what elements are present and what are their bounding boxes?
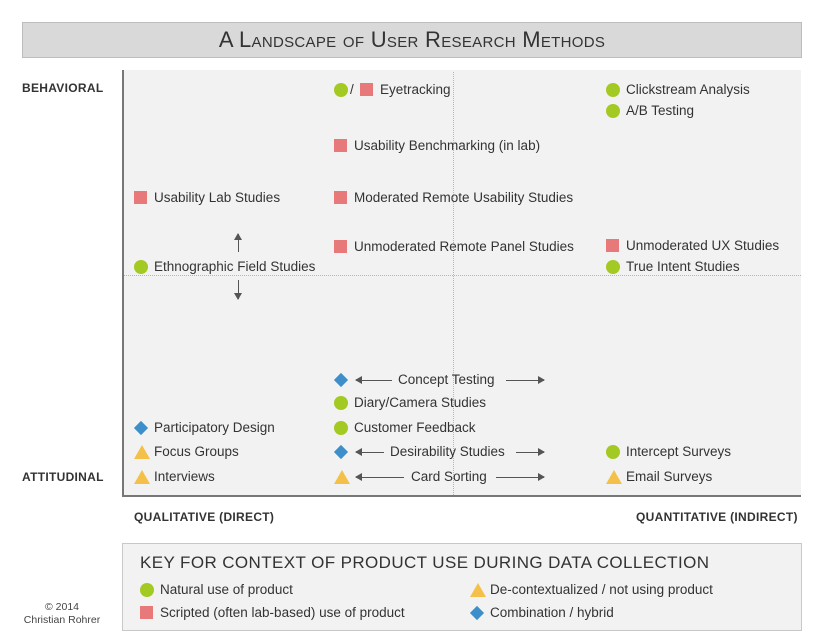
combination-icon (133, 420, 149, 440)
down-arrow-icon (234, 280, 242, 300)
decontextualized-icon (606, 470, 622, 489)
method-label: Clickstream Analysis (626, 82, 750, 97)
decontextualized-icon (134, 470, 150, 489)
scripted-use-icon (134, 191, 147, 209)
legend-title: KEY FOR CONTEXT OF PRODUCT USE DURING DA… (140, 553, 710, 572)
method-label: Unmoderated Remote Panel Studies (354, 239, 574, 254)
natural-use-icon (334, 421, 348, 440)
method-label: Unmoderated UX Studies (626, 238, 780, 253)
legend-label: Scripted (often lab-based) use of produc… (160, 605, 405, 620)
legend-label: Combination / hybrid (490, 605, 614, 620)
natural-use-icon (134, 260, 148, 279)
combination-icon (469, 605, 485, 625)
method-label: Moderated Remote Usability Studies (354, 190, 574, 205)
legend-label: De-contextualized / not using product (490, 582, 713, 597)
method-label: Card Sorting (411, 469, 487, 484)
diagram-title: A Landscape of User Research Methods (22, 22, 802, 58)
natural-use-icon (334, 83, 348, 102)
x-axis-left-label: QUALITATIVE (DIRECT) (134, 510, 275, 524)
method-label: Eyetracking (380, 82, 451, 97)
method-label: Customer Feedback (354, 420, 476, 435)
left-arrow-icon (355, 376, 392, 384)
method-label: Intercept Surveys (626, 444, 732, 459)
method-label: Participatory Design (154, 420, 275, 435)
method-label: Usability Lab Studies (154, 190, 281, 205)
combination-icon (333, 372, 349, 392)
method-label: Concept Testing (398, 372, 495, 387)
method-label: A/B Testing (626, 103, 695, 118)
plot-area (122, 70, 801, 497)
method-label: Diary/Camera Studies (354, 395, 487, 410)
copyright-notice: © 2014 Christian Rohrer (14, 601, 110, 627)
method-label: Usability Benchmarking (in lab) (354, 138, 541, 153)
title-text: A Landscape of User Research Methods (218, 27, 606, 52)
natural-use-icon (334, 396, 348, 415)
method-label: Email Surveys (626, 469, 713, 484)
method-label: Desirability Studies (390, 444, 505, 459)
natural-use-icon (606, 104, 620, 123)
right-arrow-icon (516, 448, 545, 456)
scripted-use-icon (606, 239, 619, 257)
up-arrow-icon (234, 233, 242, 252)
scripted-use-icon (334, 191, 347, 209)
copyright-year: © 2014 (44, 601, 79, 613)
method-label: True Intent Studies (626, 259, 740, 274)
method-label: Interviews (154, 469, 215, 484)
y-axis-bottom-label: ATTITUDINAL (22, 470, 104, 484)
scripted-use-icon (360, 83, 373, 101)
horizontal-divider (124, 275, 801, 276)
legend-box (122, 543, 802, 631)
scripted-use-icon (334, 139, 347, 157)
left-arrow-icon (355, 448, 384, 456)
right-arrow-icon (506, 376, 545, 384)
legend-label: Natural use of product (160, 582, 293, 597)
natural-use-icon (606, 260, 620, 279)
copyright-author: Christian Rohrer (23, 614, 101, 626)
scripted-use-icon (334, 240, 347, 258)
scripted-use-icon (140, 606, 153, 624)
vertical-divider (453, 72, 454, 495)
right-arrow-icon (496, 473, 545, 481)
natural-use-icon (606, 83, 620, 102)
method-label: Ethnographic Field Studies (154, 259, 316, 274)
method-label: Focus Groups (154, 444, 239, 459)
slash-separator: / (350, 82, 354, 97)
decontextualized-icon (470, 583, 486, 602)
x-axis-right-label: QUANTITATIVE (INDIRECT) (636, 510, 798, 524)
natural-use-icon (606, 445, 620, 464)
decontextualized-icon (334, 470, 350, 489)
natural-use-icon (140, 583, 154, 602)
y-axis-top-label: BEHAVIORAL (22, 81, 104, 95)
left-arrow-icon (355, 473, 404, 481)
decontextualized-icon (134, 445, 150, 464)
combination-icon (333, 444, 349, 464)
